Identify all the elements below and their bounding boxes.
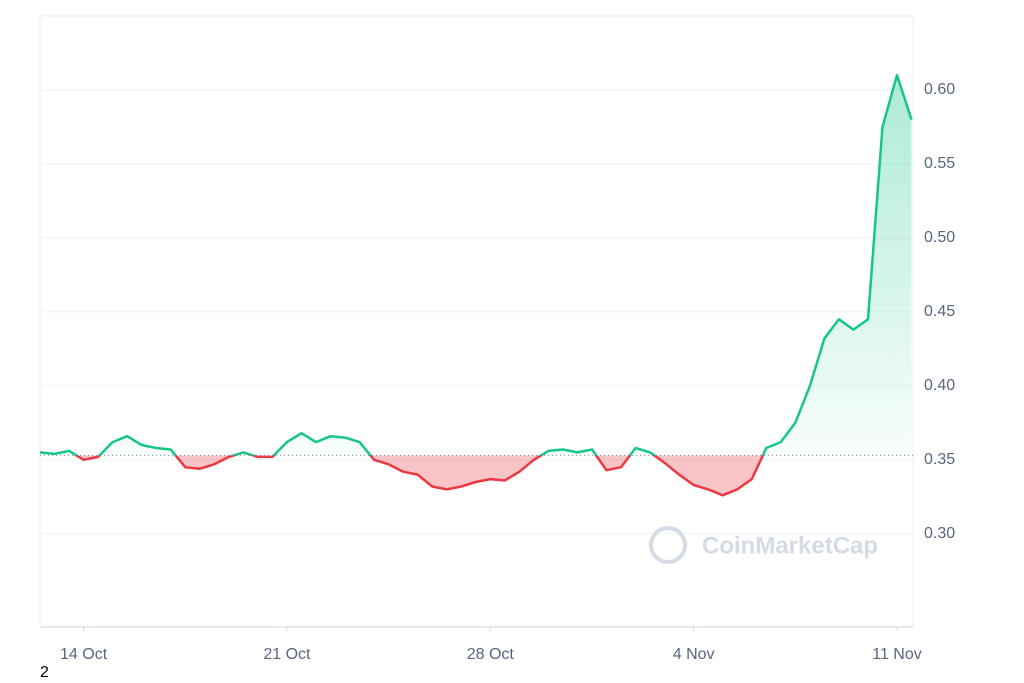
watermark-logo bbox=[649, 526, 687, 564]
y-tick-label: 0.60 bbox=[924, 81, 955, 98]
y-tick-label: 0.45 bbox=[924, 303, 955, 320]
x-tick-label: 14 Oct bbox=[60, 646, 108, 663]
price-line bbox=[39, 73, 913, 497]
y-tick-label: 0.40 bbox=[924, 377, 955, 394]
x-tick-label: 4 Nov bbox=[673, 646, 715, 663]
x-tick-label: 21 Oct bbox=[263, 646, 311, 663]
watermark: CoinMarketCap bbox=[702, 532, 878, 559]
y-tick-label: 0.35 bbox=[924, 451, 955, 468]
footnote: 2 bbox=[40, 664, 49, 681]
y-tick-label: 0.50 bbox=[924, 229, 955, 246]
area-fill bbox=[40, 75, 912, 496]
y-tick-label: 0.55 bbox=[924, 155, 955, 172]
x-tick-label: 11 Nov bbox=[872, 646, 922, 663]
y-tick-label: 0.30 bbox=[924, 525, 955, 542]
watermark-group: CoinMarketCap bbox=[649, 526, 878, 564]
x-tick-label: 28 Oct bbox=[467, 646, 515, 663]
